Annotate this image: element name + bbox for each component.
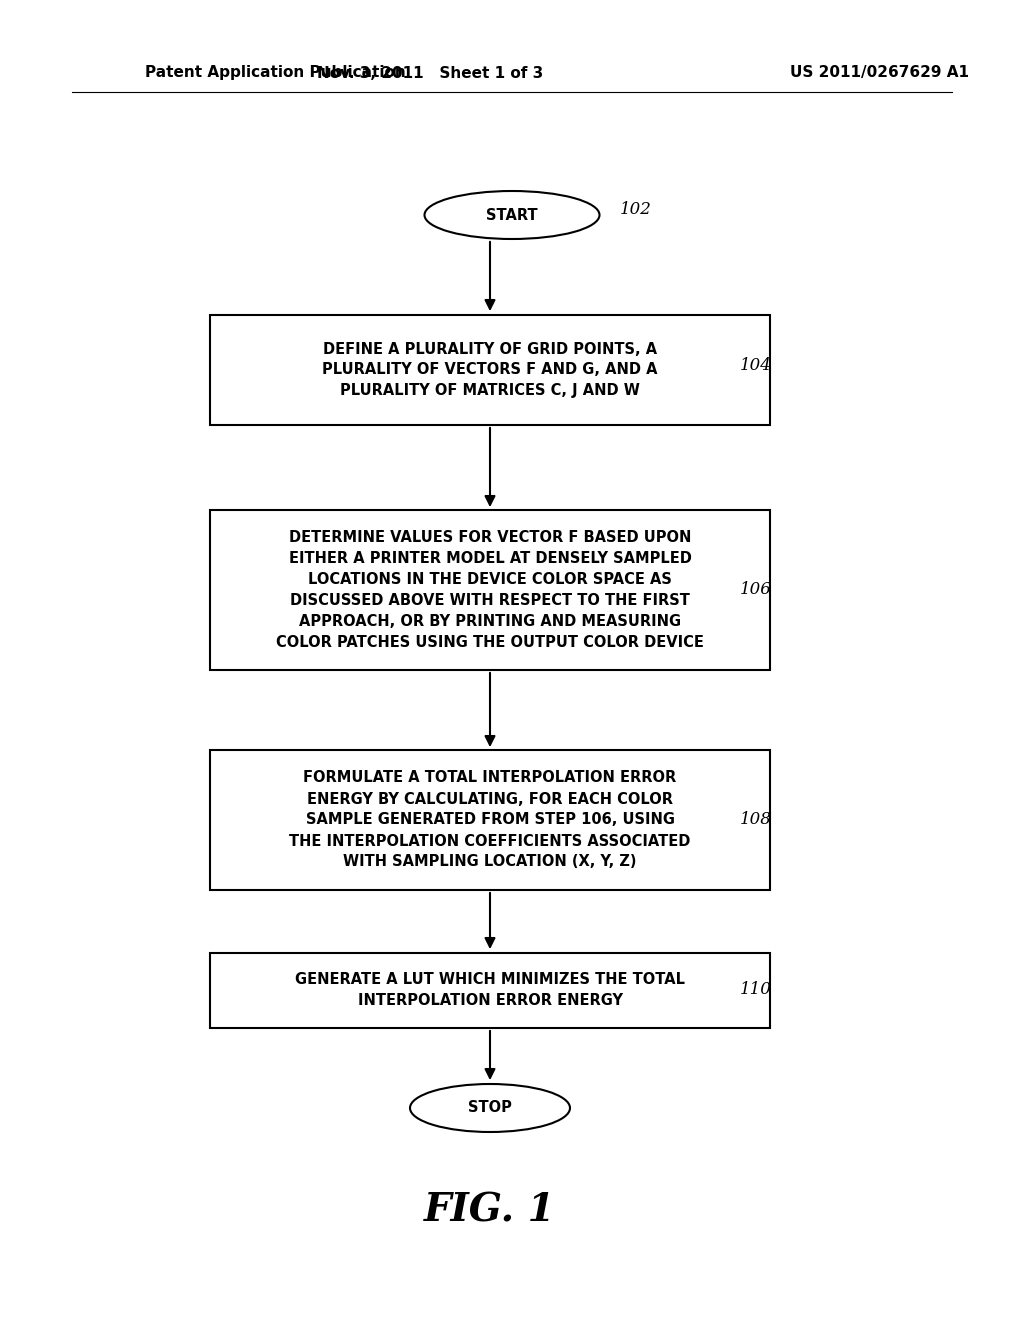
- Text: DETERMINE VALUES FOR VECTOR F BASED UPON
EITHER A PRINTER MODEL AT DENSELY SAMPL: DETERMINE VALUES FOR VECTOR F BASED UPON…: [276, 531, 703, 649]
- Text: DEFINE A PLURALITY OF GRID POINTS, A
PLURALITY OF VECTORS F AND G, AND A
PLURALI: DEFINE A PLURALITY OF GRID POINTS, A PLU…: [323, 342, 657, 399]
- Bar: [210, 750, 770, 890]
- Text: FORMULATE A TOTAL INTERPOLATION ERROR
ENERGY BY CALCULATING, FOR EACH COLOR
SAMP: FORMULATE A TOTAL INTERPOLATION ERROR EN…: [290, 771, 690, 870]
- Text: US 2011/0267629 A1: US 2011/0267629 A1: [790, 66, 969, 81]
- Bar: [210, 953, 770, 1027]
- Text: Patent Application Publication: Patent Application Publication: [145, 66, 406, 81]
- Text: FIG. 1: FIG. 1: [424, 1191, 556, 1229]
- Text: GENERATE A LUT WHICH MINIMIZES THE TOTAL
INTERPOLATION ERROR ENERGY: GENERATE A LUT WHICH MINIMIZES THE TOTAL…: [295, 972, 685, 1008]
- Text: Nov. 3, 2011   Sheet 1 of 3: Nov. 3, 2011 Sheet 1 of 3: [316, 66, 543, 81]
- Text: STOP: STOP: [468, 1101, 512, 1115]
- Text: 110: 110: [740, 982, 772, 998]
- Ellipse shape: [410, 1084, 570, 1133]
- Ellipse shape: [425, 191, 599, 239]
- Text: 108: 108: [740, 812, 772, 829]
- Bar: [210, 315, 770, 425]
- Text: 104: 104: [740, 356, 772, 374]
- Bar: [210, 510, 770, 671]
- Text: 102: 102: [620, 202, 652, 219]
- Text: START: START: [486, 207, 538, 223]
- Text: 106: 106: [740, 582, 772, 598]
